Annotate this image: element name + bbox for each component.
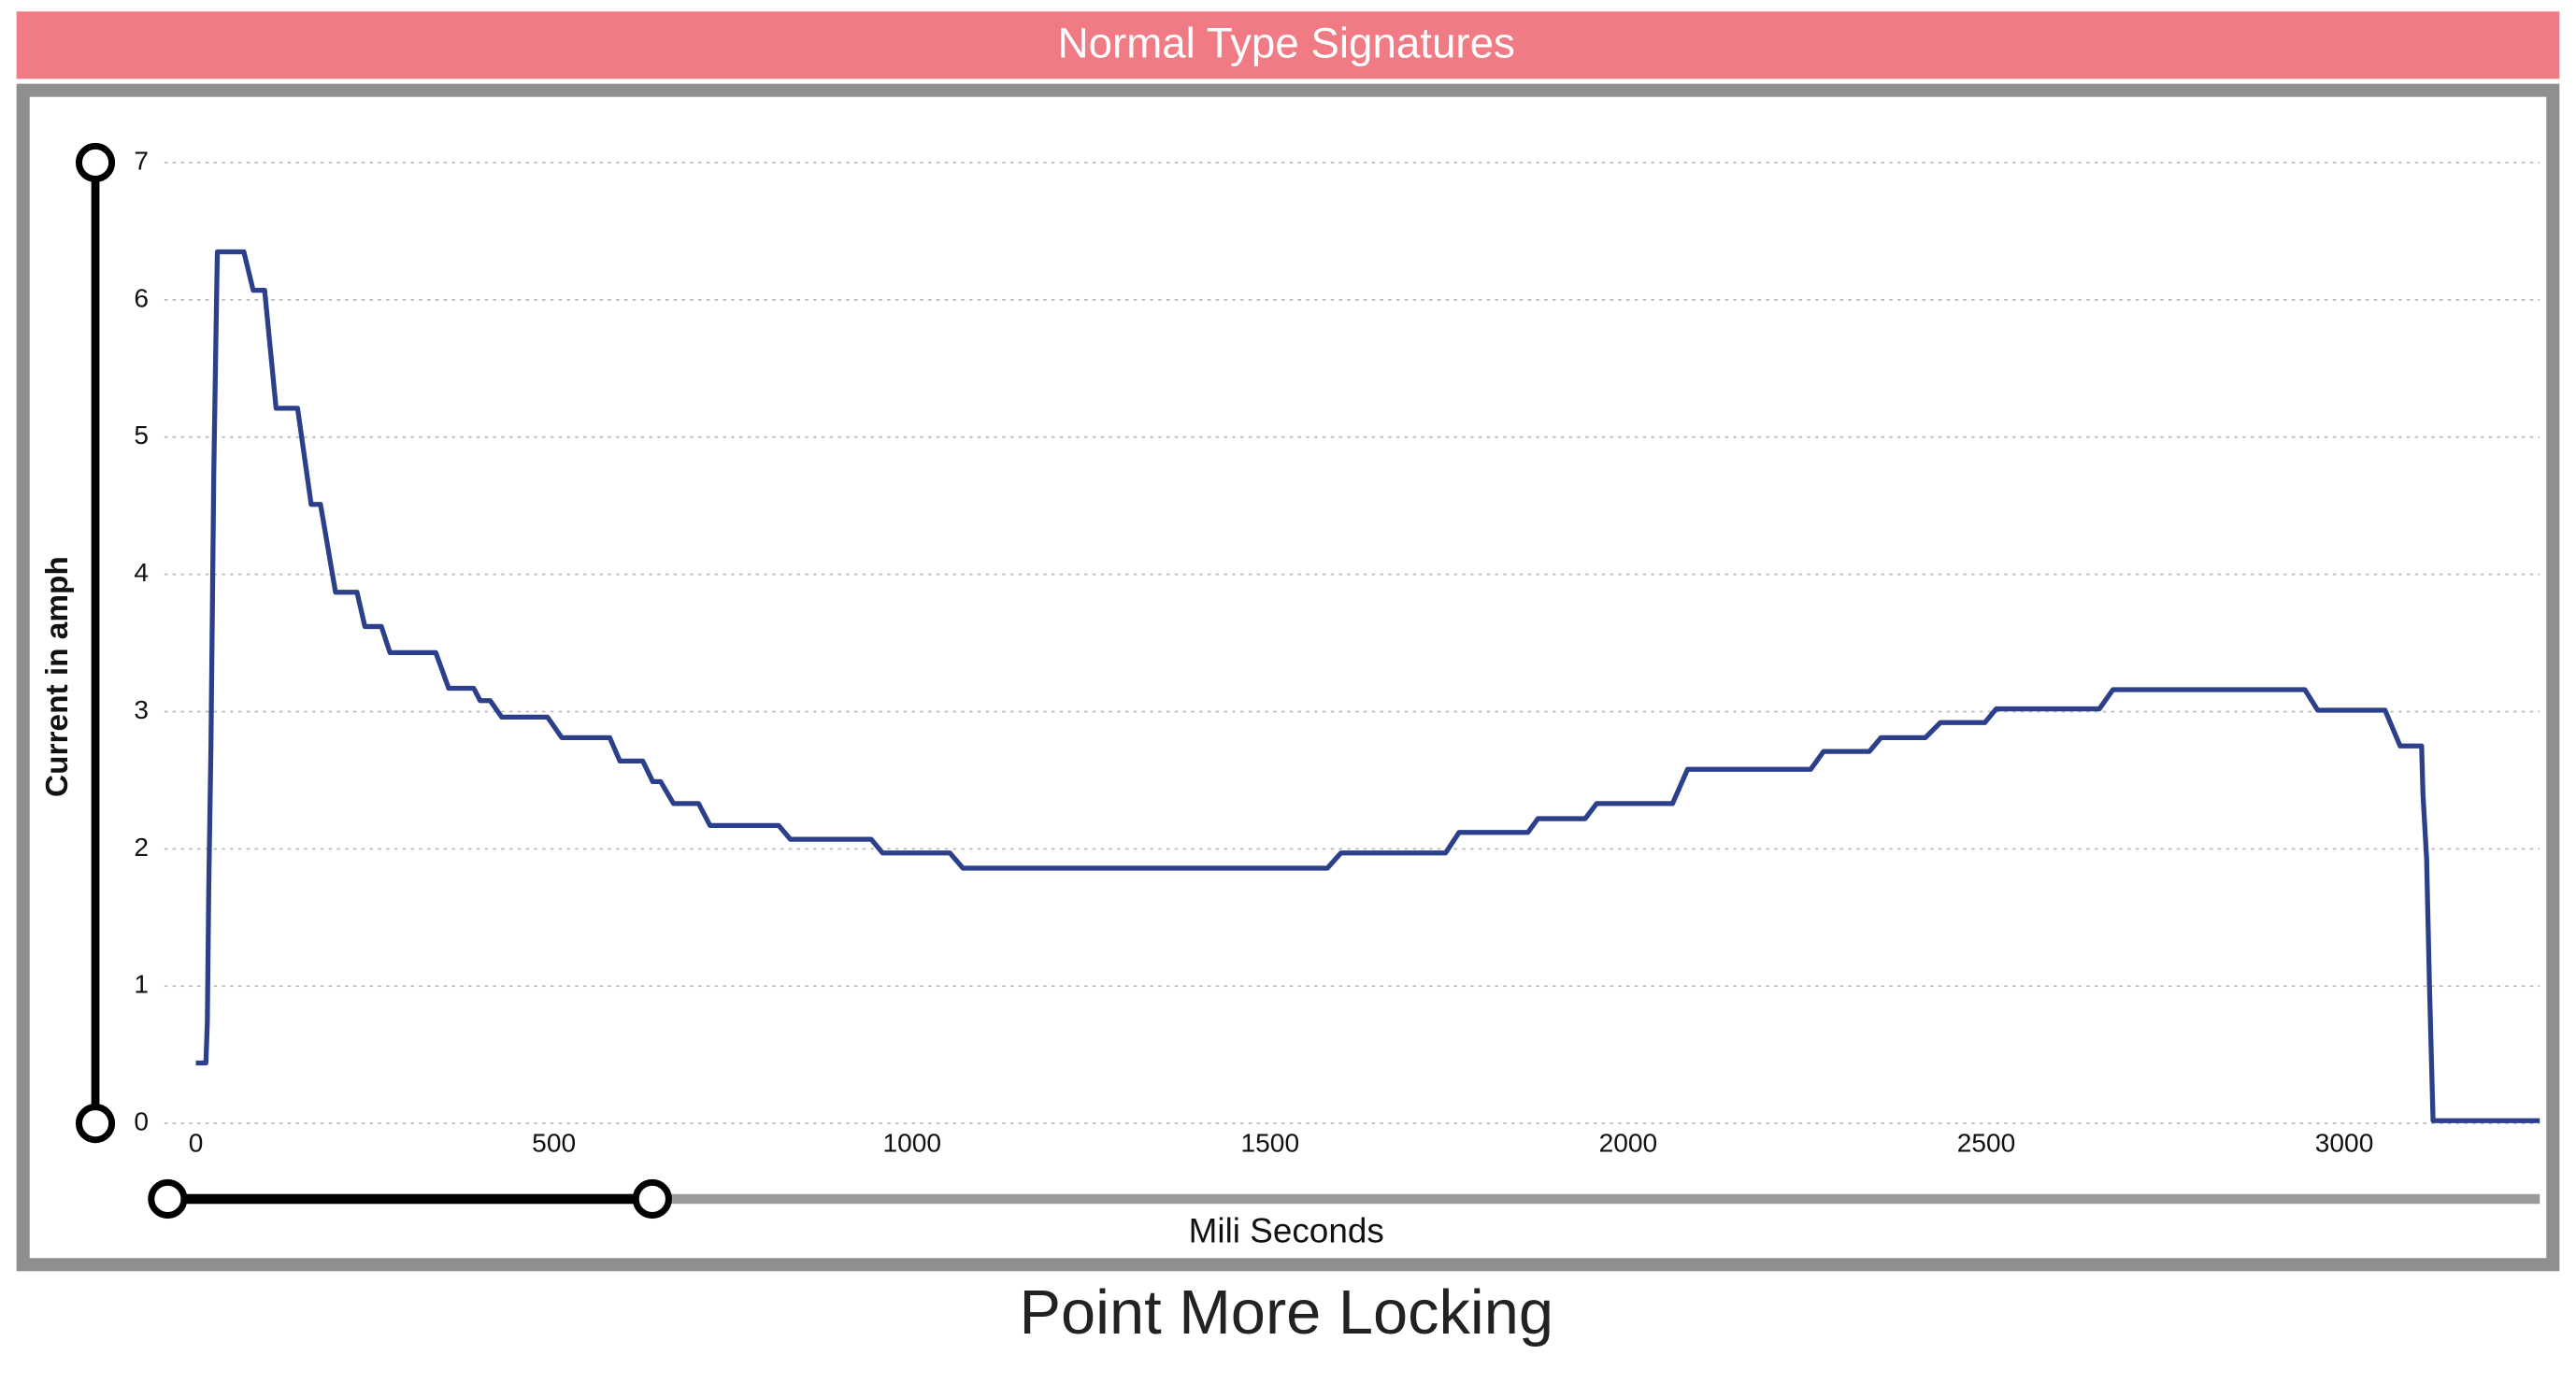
y-tick-label: 6 — [134, 283, 149, 312]
x-slider-handle[interactable] — [148, 1178, 188, 1220]
x-tick-label: 1500 — [1241, 1128, 1300, 1157]
y-tick-label: 4 — [134, 558, 149, 587]
header-title: Normal Type Signatures — [1058, 19, 1515, 66]
header-bar — [16, 11, 2560, 79]
x-tick-label: 0 — [189, 1128, 204, 1157]
y-slider-handle[interactable] — [75, 1104, 116, 1144]
x-tick-label: 2000 — [1599, 1128, 1658, 1157]
y-tick-label: 2 — [134, 833, 149, 862]
y-tick-label: 1 — [134, 970, 149, 999]
x-slider-handle[interactable] — [632, 1178, 672, 1220]
x-axis-label: Mili Seconds — [1189, 1212, 1384, 1250]
y-tick-label: 3 — [134, 695, 149, 724]
y-tick-label: 0 — [134, 1107, 149, 1136]
x-tick-label: 1000 — [882, 1128, 941, 1157]
y-axis-label: Current in amph — [40, 556, 75, 797]
y-tick-label: 5 — [134, 421, 149, 449]
data-line — [195, 249, 2540, 1123]
x-tick-label: 3000 — [2315, 1128, 2374, 1157]
chart-frame — [16, 83, 2560, 1272]
plot-area: 0 1 2 3 4 5 6 7 0 500 1000 1500 2000 2500 3000 — [75, 142, 2540, 1157]
chart-title: Point More Locking — [1019, 1278, 1553, 1348]
x-tick-label: 500 — [532, 1128, 576, 1157]
y-slider-handle[interactable] — [75, 142, 116, 183]
x-tick-label: 2500 — [1957, 1128, 2016, 1157]
y-tick-label: 7 — [134, 146, 149, 175]
